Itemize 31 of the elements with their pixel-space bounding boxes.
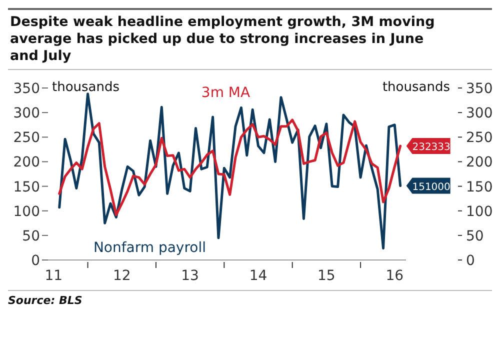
x-tick-label: 11 [44,268,63,284]
y2-tick-label: 150 [466,179,493,196]
y-tick-label: 50 [22,228,40,244]
y-tick-label: 350 [13,80,40,97]
y2-tick-label: 200 [466,154,493,171]
y2-axis-title: thousands [382,80,450,95]
y-tick-label: 200 [13,154,40,171]
y-tick-label: 100 [13,204,40,220]
x-tick-label: 14 [249,268,268,284]
source-note: Source: BLS [8,294,84,307]
x-tick-label: 12 [112,268,131,284]
y2-tick-label: 250 [466,130,493,146]
y-axis-title: thousands [52,80,120,95]
y-tick-label: 0 [31,252,40,269]
y2-tick-label: 50 [466,228,484,244]
y2-tick-label: 300 [466,106,493,122]
y2-tick-label: 100 [466,204,493,220]
chart-title: Despite weak headline employment growth, 3M moving average has picked up due to strong increases in June and July [8,8,492,70]
y2-tick-label: 350 [466,81,493,97]
y-tick-label: 250 [13,130,40,146]
x-tick-label: 16 [386,268,404,284]
line-series [58,118,402,216]
x-tick-label: 15 [318,268,336,284]
y2-tick-label: 0 [466,253,475,269]
annotation: 151000 [412,182,450,193]
x-tick-label: 13 [181,268,199,284]
y-tick-label: 150 [13,179,40,196]
y-tick-label: 300 [13,106,40,122]
annotation: 232333 [412,142,450,153]
series-label: 3m MA [201,84,250,101]
series-label: Nonfarm payroll [93,240,206,256]
